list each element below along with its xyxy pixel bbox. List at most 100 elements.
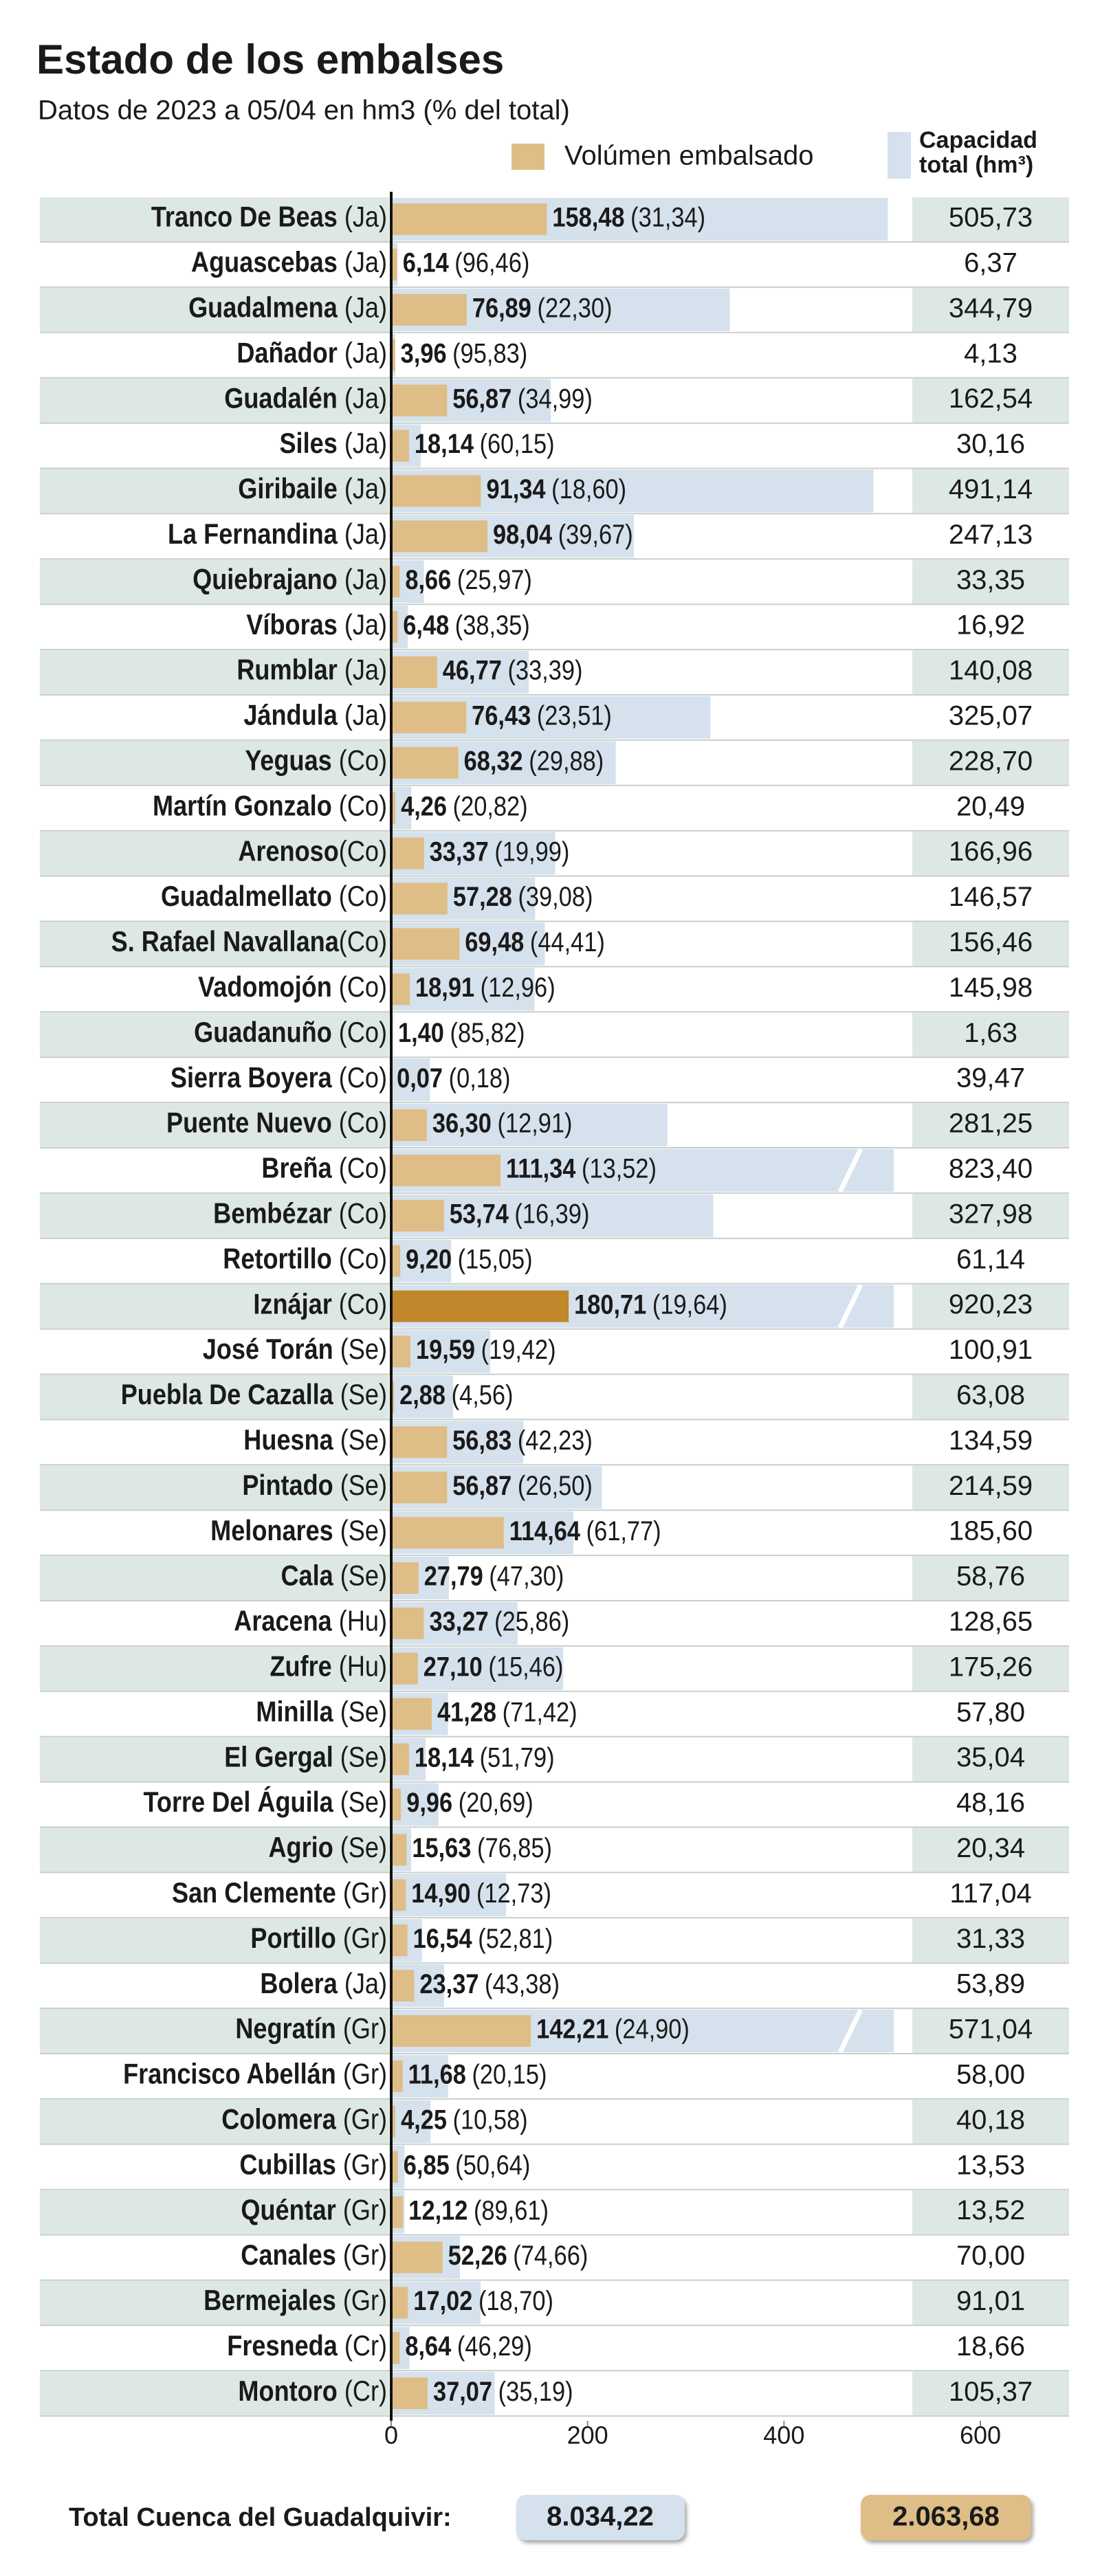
capacity-label: 48,16: [956, 1788, 1025, 1818]
value-label-group: 33,37 (19,99): [430, 836, 570, 867]
category-province: (Ja): [338, 1968, 387, 2000]
percent-label: (12,73): [476, 1877, 551, 1908]
category-name: Puente Nuevo: [166, 1108, 332, 1140]
volume-bar: [391, 656, 437, 688]
row-band: [912, 1193, 1069, 1238]
category-province: (Gr): [336, 2195, 387, 2226]
volume-bar: [391, 2060, 403, 2092]
percent-label: (19,42): [481, 1334, 556, 1365]
category-province: (Hu): [332, 1651, 387, 1683]
category-name: Negratín: [235, 2014, 336, 2045]
value-label: 9,96: [406, 1787, 452, 1818]
category-label: Sierra Boyera (Co): [170, 1063, 387, 1094]
capacity-bar: [391, 2100, 431, 2143]
category-label: Zufre (Hu): [270, 1651, 387, 1683]
category-name: Huesna: [243, 1425, 334, 1456]
axis-break: [837, 1148, 864, 1193]
row-band: [912, 2280, 1069, 2325]
value-label-group: 98,04 (39,67): [493, 518, 633, 549]
category-province: (Co): [339, 926, 387, 958]
category-name: Bembézar: [213, 1198, 332, 1230]
value-label-group: 27,79 (47,30): [424, 1560, 564, 1591]
value-label: 14,90: [411, 1877, 470, 1908]
value-label-group: 56,83 (42,23): [452, 1424, 593, 1455]
volume-bar: [391, 1924, 408, 1957]
row-band: [912, 1646, 1069, 1691]
category-name: Agrio: [268, 1832, 333, 1864]
row-band: [40, 2371, 389, 2416]
row-band: [40, 1012, 389, 1057]
capacity-label: 20,49: [956, 791, 1025, 821]
category-label: Cala (Se): [280, 1561, 387, 1592]
percent-label: (71,42): [503, 1696, 578, 1727]
row-band: [40, 1918, 389, 1963]
category-label: Dañador (Ja): [236, 337, 387, 369]
capacity-bar: [391, 1194, 714, 1237]
percent-label: (15,46): [488, 1651, 563, 1682]
value-label-group: 19,59 (19,42): [416, 1334, 556, 1365]
value-label: 158,48: [552, 201, 624, 232]
value-label: 8,64: [405, 2330, 451, 2361]
row-band: [912, 197, 1069, 241]
row-band: [40, 1193, 389, 1238]
category-province: (Gr): [336, 2104, 387, 2135]
capacity-label: 58,00: [956, 2059, 1025, 2089]
category-name: Minilla: [256, 1696, 333, 1728]
category-name: Guadalmena: [188, 292, 338, 324]
total-capacity-box: [516, 2495, 685, 2540]
category-label: Iznájar (Co): [253, 1289, 387, 1320]
capacity-label: 185,60: [949, 1516, 1033, 1546]
volume-bar: [391, 475, 481, 507]
category-label: La Fernandina (Ja): [168, 519, 387, 551]
percent-label: (19,64): [652, 1289, 727, 1320]
volume-bar: [391, 701, 467, 733]
percent-label: (23,51): [537, 700, 612, 731]
row-band: [40, 559, 389, 604]
category-label: Melonares (Se): [210, 1515, 387, 1547]
value-label-group: 9,96 (20,69): [406, 1787, 534, 1818]
value-label: 37,07: [433, 2375, 492, 2406]
volume-bar: [391, 293, 467, 326]
category-name: Martín Gonzalo: [153, 790, 332, 822]
category-province: (Co): [332, 1108, 387, 1140]
value-label: 36,30: [432, 1107, 492, 1138]
category-label: Siles (Ja): [279, 428, 387, 460]
category-province: (Ja): [338, 700, 387, 732]
category-label: San Clemente (Gr): [172, 1878, 387, 1909]
row-band: [40, 1465, 389, 1510]
capacity-label: 281,25: [949, 1109, 1033, 1139]
value-label: 16,54: [413, 1922, 472, 1953]
legend-label: Capacidad total (hm³): [919, 127, 1037, 178]
volume-bar: [391, 2151, 398, 2183]
value-label: 6,14: [403, 247, 449, 278]
capacity-label: 58,76: [956, 1562, 1025, 1592]
category-name: Tranco De Beas: [151, 202, 338, 234]
category-label: Jándula (Ja): [243, 700, 387, 732]
category-name: Aguascebas: [191, 247, 338, 279]
category-name: Torre Del Águila: [144, 1786, 334, 1819]
row-band: [912, 650, 1069, 694]
row-band: [912, 2371, 1069, 2416]
category-province: (Co): [332, 972, 387, 1003]
category-province: (Cr): [338, 2376, 387, 2408]
category-label: Yeguas (Co): [245, 745, 387, 777]
value-label: 15,63: [412, 1832, 471, 1863]
capacity-label: 128,65: [949, 1606, 1033, 1636]
value-label-group: 142,21 (24,90): [536, 2013, 690, 2044]
category-name: S. Rafael Navallana: [111, 926, 340, 958]
volume-bar: [391, 566, 400, 598]
category-label: Martín Gonzalo (Co): [153, 790, 387, 822]
category-label: El Gergal (Se): [224, 1742, 387, 1773]
value-label: 1,40: [398, 1017, 444, 1047]
value-label-group: 4,26 (20,82): [401, 790, 528, 821]
volume-bar: [391, 611, 398, 643]
value-label: 12,12: [408, 2195, 468, 2225]
capacity-label: 325,07: [949, 700, 1033, 731]
category-province: (Ja): [338, 519, 387, 551]
volume-bar: [391, 1426, 448, 1458]
value-label: 27,79: [424, 1560, 483, 1591]
category-province: (Ja): [338, 474, 387, 505]
value-label: 52,26: [448, 2240, 507, 2271]
category-label: Guadalén (Ja): [224, 383, 387, 414]
capacity-label: 166,96: [949, 836, 1033, 867]
